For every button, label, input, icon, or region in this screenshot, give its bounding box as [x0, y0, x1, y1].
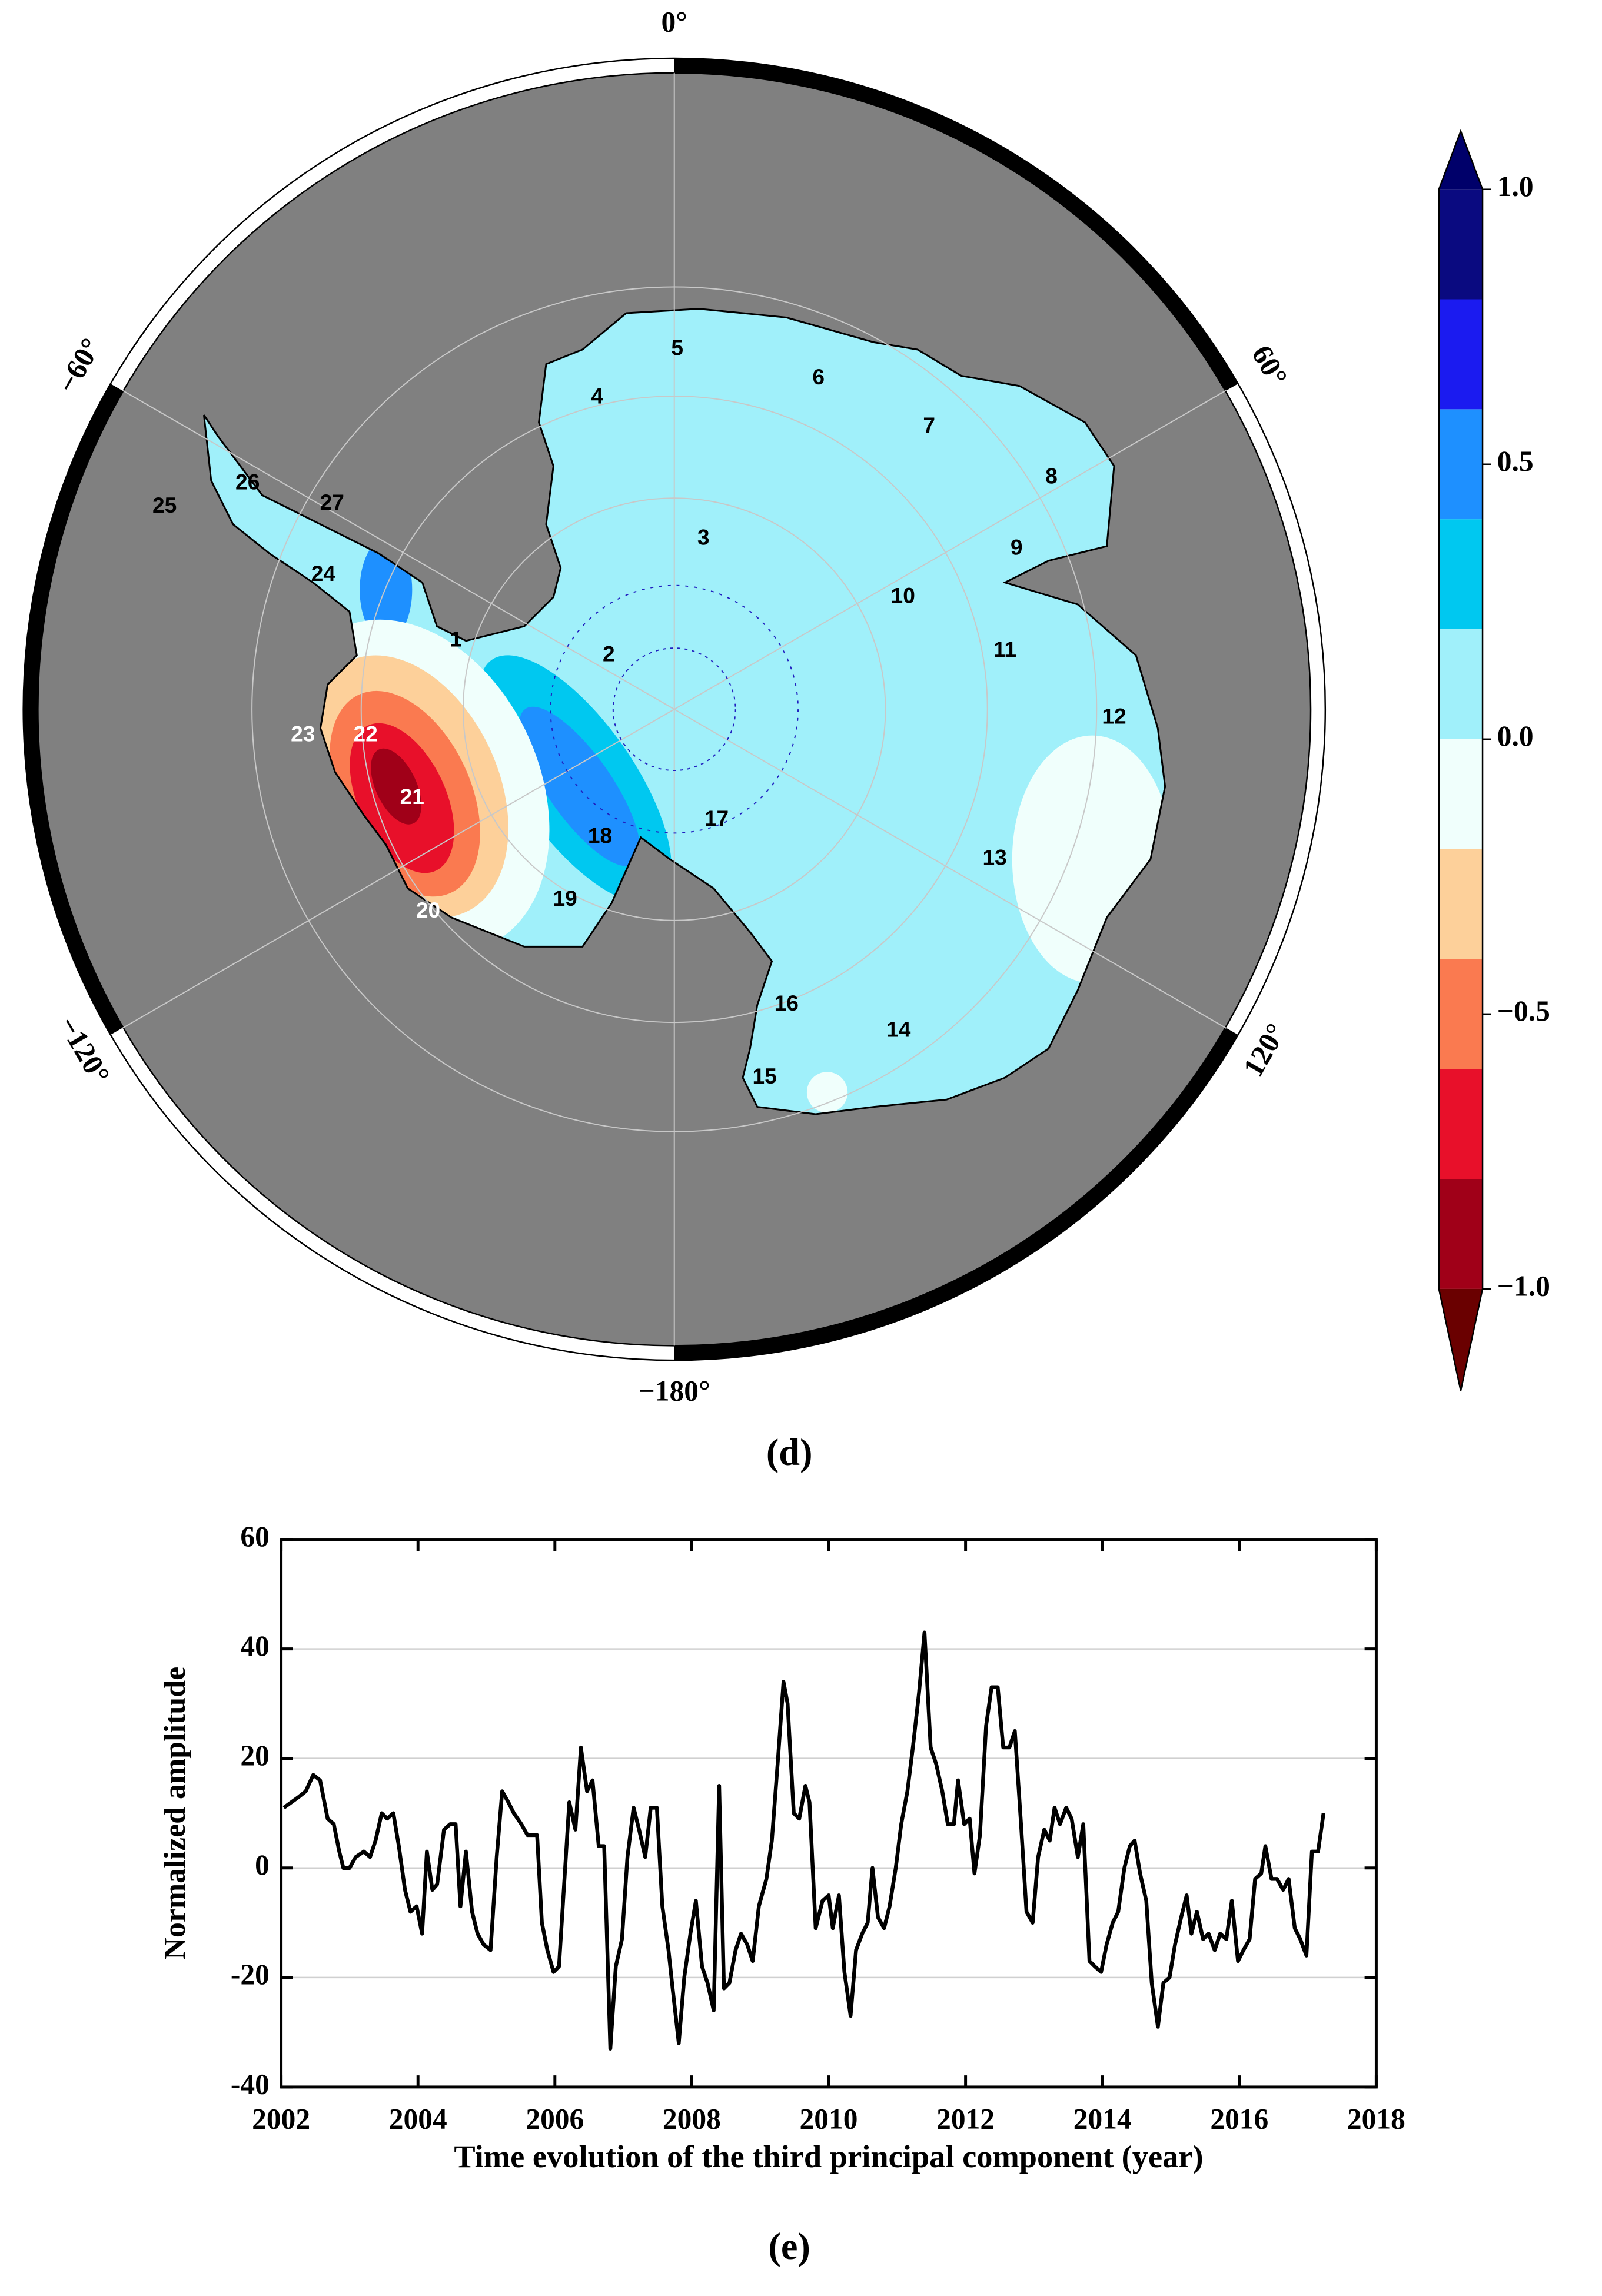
x-tick-label: 2010	[800, 2103, 858, 2135]
x-tick-label: 2016	[1210, 2103, 1268, 2135]
basin-label: 16	[775, 991, 799, 1015]
colorbar-outline	[1438, 129, 1484, 1391]
x-tick-label: 2008	[663, 2103, 721, 2135]
graticule	[122, 72, 1227, 1346]
basin-label: 19	[553, 886, 577, 911]
colorbar-tick-label: 0.0	[1497, 720, 1534, 752]
x-axis-label: Time evolution of the third principal co…	[454, 2138, 1203, 2174]
colorbar-band	[1438, 849, 1483, 959]
colorbar-band	[1438, 519, 1483, 629]
field-patch	[519, 706, 640, 866]
basin-label: 8	[1045, 463, 1058, 488]
longitude-label: −60°	[51, 333, 107, 398]
basin-label: 17	[704, 806, 729, 830]
field-patch	[371, 748, 422, 825]
basin-label: 2	[603, 641, 615, 666]
caption: (e)	[769, 2225, 810, 2267]
map: 1234567891011121314151617181920212223242…	[22, 5, 1327, 1473]
y-tick-label: 20	[240, 1739, 269, 1772]
colorbar-band	[1438, 739, 1483, 849]
ring-segment	[674, 58, 1238, 391]
plot-frame	[280, 1538, 1378, 2089]
ring-segment	[23, 384, 124, 1035]
basin-label: 26	[235, 469, 260, 494]
x-tick-label: 2018	[1347, 2103, 1405, 2135]
y-tick-label: 60	[240, 1520, 269, 1553]
longitude-label: 0°	[661, 5, 687, 38]
basin-label: 15	[752, 1064, 776, 1088]
ring-segment	[674, 1027, 1238, 1361]
colorbar-band	[1438, 1179, 1483, 1289]
basin-label: 23	[291, 721, 315, 746]
basin-label: 7	[923, 413, 935, 437]
basin-label: 25	[152, 493, 177, 517]
basin-label: 3	[697, 524, 710, 549]
colorbar-under	[1438, 1288, 1483, 1391]
colorbar-band	[1438, 409, 1483, 520]
basin-label: 20	[416, 898, 440, 922]
y-tick-label: -20	[231, 1958, 270, 1991]
colorbar: 1.0 0.5 0.0 −0.5 −1.0	[1438, 129, 1550, 1391]
basin-label: 24	[311, 561, 336, 586]
y-tick-label: 40	[240, 1630, 269, 1662]
basin-label: 22	[353, 721, 377, 746]
basin-label: 27	[320, 490, 344, 514]
y-axis-label: Normalized amplitude	[158, 1667, 192, 1960]
x-tick-label: 2014	[1073, 2103, 1132, 2135]
basin-label: 11	[993, 637, 1016, 662]
x-tick-label: 2012	[936, 2103, 995, 2135]
basin-label: 5	[671, 335, 683, 360]
colorbar-band	[1438, 189, 1483, 300]
series-line	[282, 1630, 1326, 2051]
colorbar-tick-label: 0.5	[1497, 445, 1534, 477]
longitude-label: 60°	[1245, 340, 1294, 391]
colorbar-over	[1438, 131, 1483, 190]
colorbar-band	[1438, 1069, 1483, 1179]
basin-label: 21	[400, 784, 424, 809]
colorbar-tick-label: −1.0	[1497, 1270, 1550, 1302]
basin-label: 1	[450, 627, 462, 652]
colorbar-band	[1438, 299, 1483, 410]
basin-label: 10	[891, 583, 915, 607]
y-tick-label: -40	[231, 2068, 270, 2100]
y-tick-label: 0	[255, 1849, 270, 1881]
basin-label: 9	[1011, 535, 1023, 560]
longitude-label: 120°	[1237, 1018, 1292, 1082]
colorbar-band	[1438, 629, 1483, 739]
line-chart: -40 -20 0 20 40 60 2002 2004 2006 2008 2010 2012 201…	[158, 1520, 1405, 2267]
basin-label: 14	[886, 1017, 911, 1042]
caption: (d)	[766, 1431, 813, 1473]
field-patch	[806, 1072, 848, 1113]
x-tick-label: 2002	[252, 2103, 310, 2135]
basin-label: 4	[591, 383, 603, 408]
x-tick-label: 2006	[526, 2103, 584, 2135]
basin-label: 13	[982, 845, 1006, 870]
basin-label: 12	[1102, 704, 1126, 729]
frame-ring	[23, 58, 1238, 1361]
colorbar-tick-label: −0.5	[1497, 995, 1550, 1027]
colorbar-band	[1438, 959, 1483, 1069]
colorbar-tick-label: 1.0	[1497, 170, 1534, 202]
basin-label: 18	[588, 823, 612, 848]
basin-label: 6	[812, 364, 825, 389]
x-tick-label: 2004	[389, 2103, 447, 2135]
longitude-label: −180°	[639, 1374, 710, 1407]
